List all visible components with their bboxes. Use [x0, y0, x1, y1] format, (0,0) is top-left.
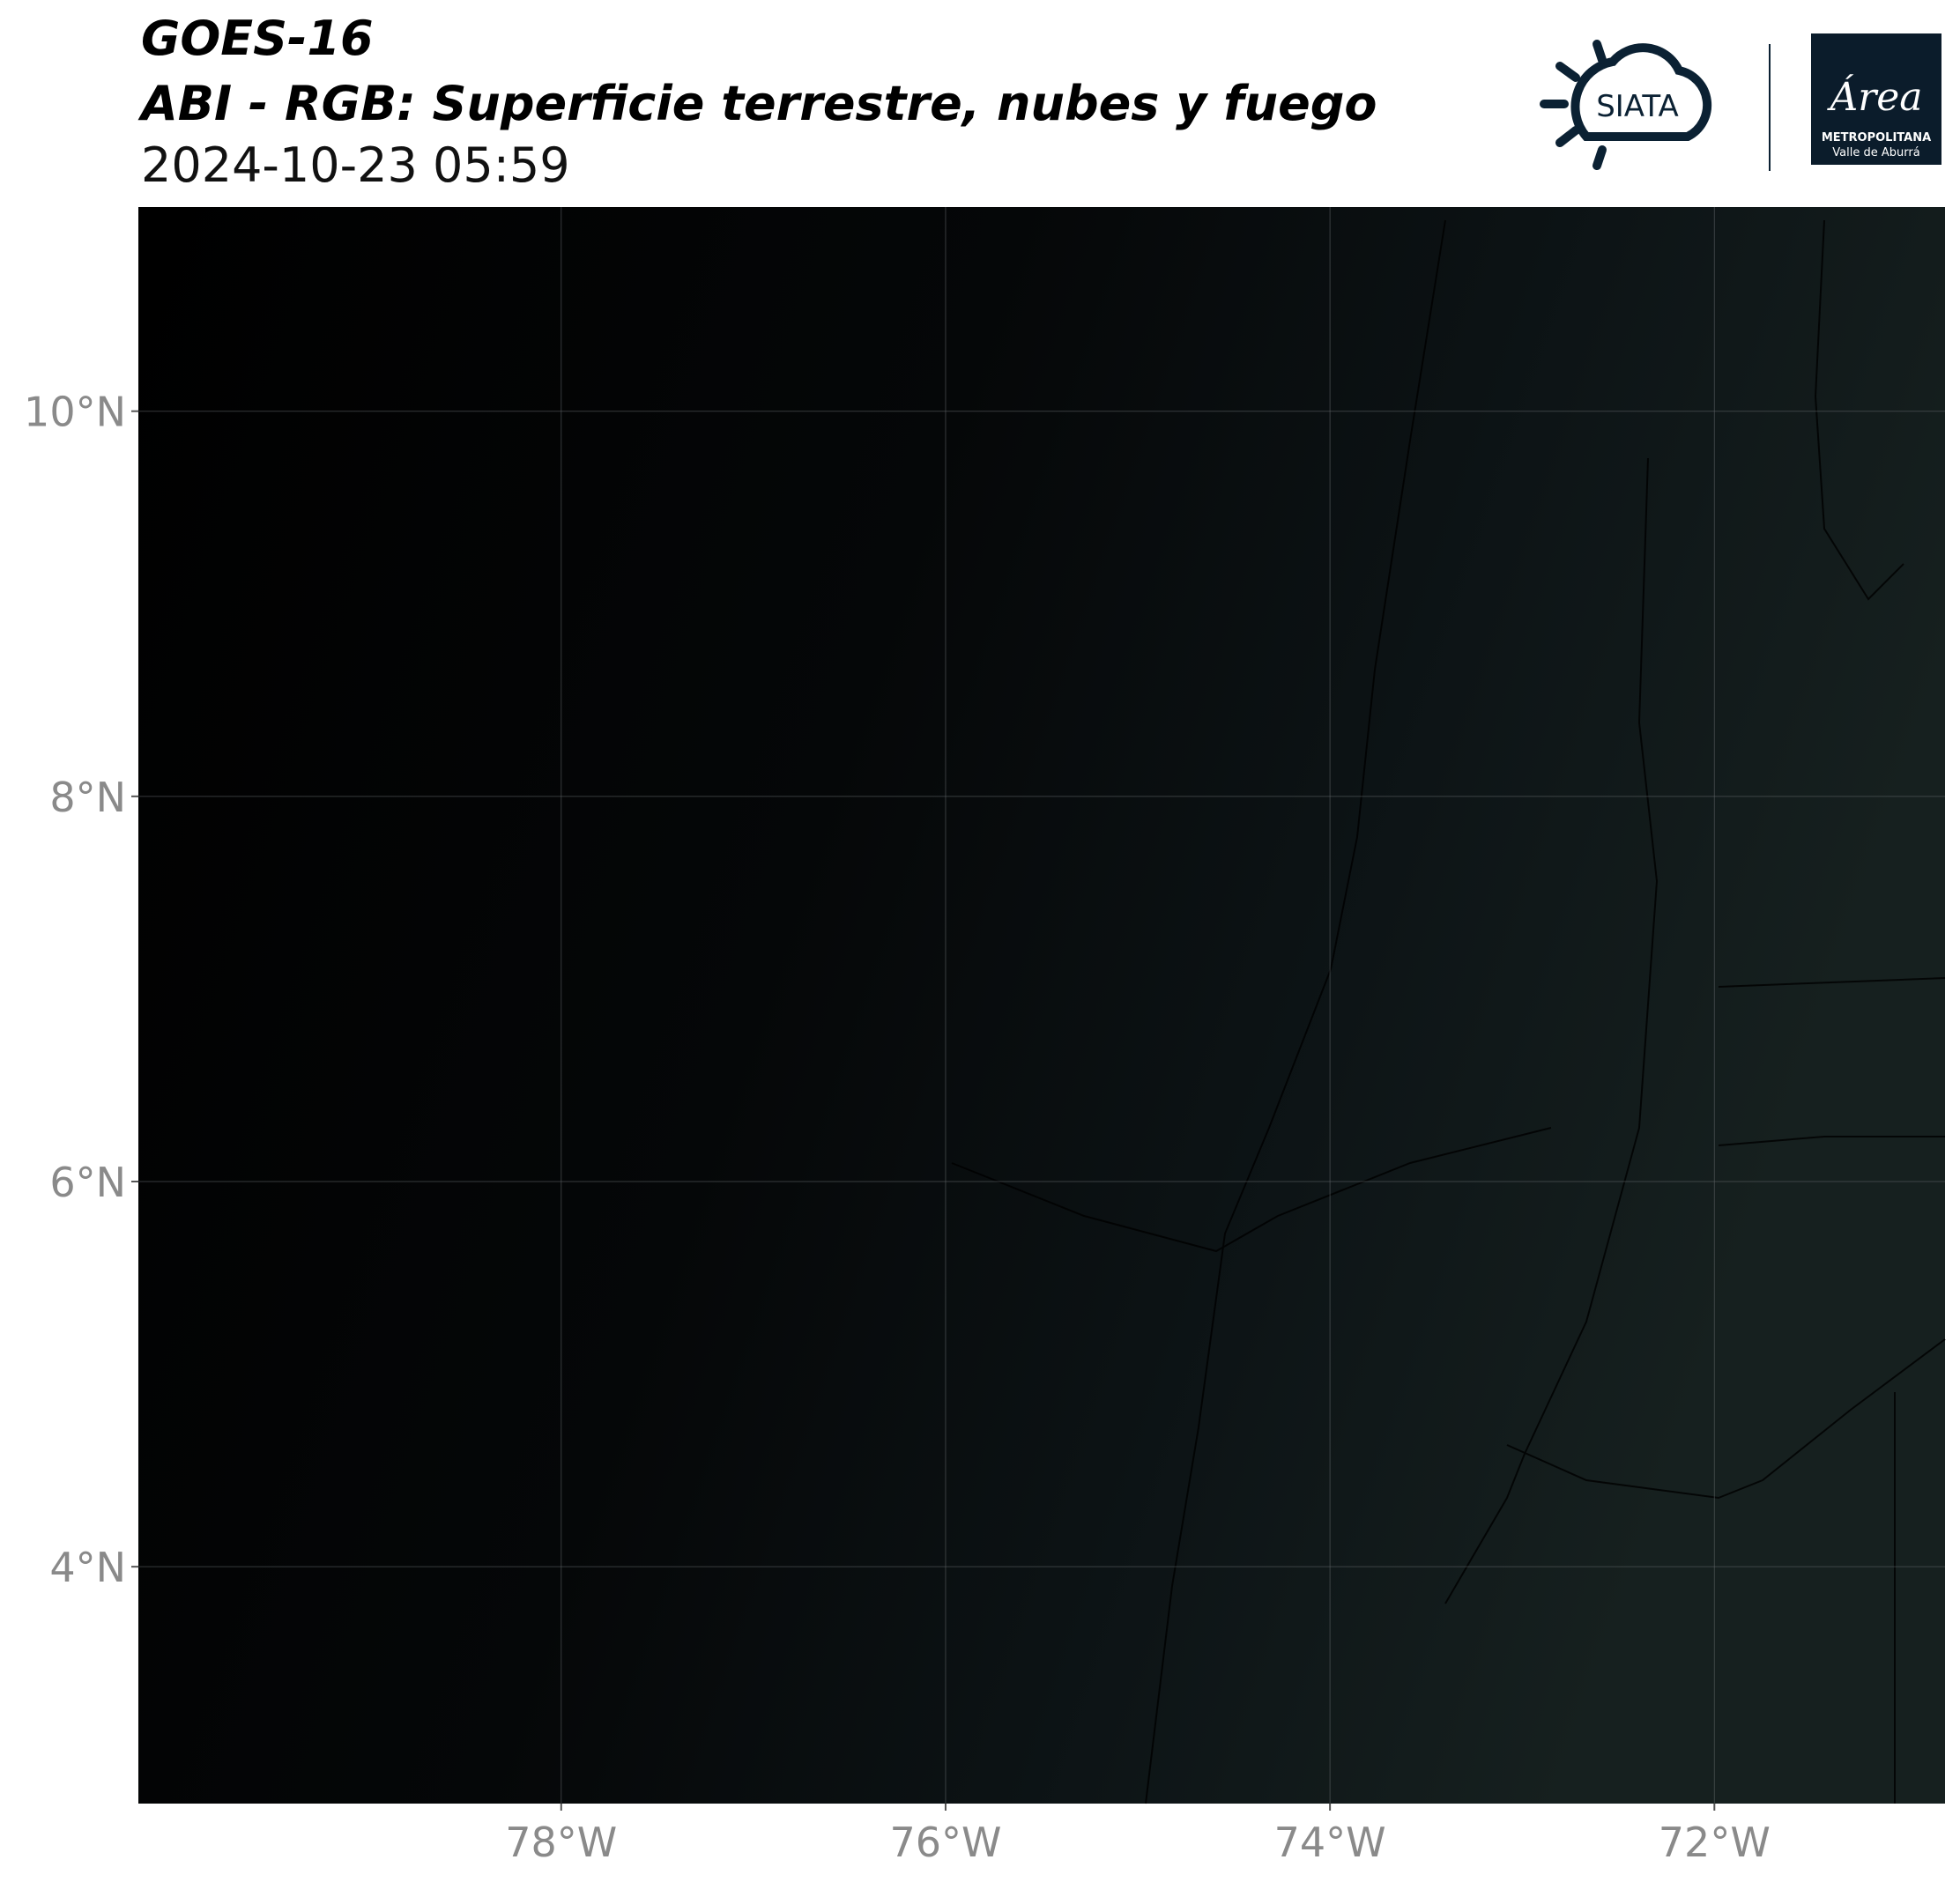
satellite-image	[138, 207, 1945, 1804]
datetime: 2024-10-23 05:59	[141, 137, 570, 193]
subtitle: ABI - RGB: Superficie terrestre, nubes y…	[137, 76, 1377, 131]
x-tick-label: 72°W	[1659, 1819, 1771, 1866]
area-text: Área	[1826, 73, 1922, 120]
axes: 78°W 76°W 74°W 72°W 4°N 6°N 8°N 10°N	[24, 207, 1945, 1866]
x-tick-label: 78°W	[505, 1819, 617, 1866]
y-tick-label: 8°N	[49, 774, 126, 821]
area-logo: Área METROPOLITANA Valle de Aburrá	[1811, 33, 1941, 165]
title: GOES-16	[141, 11, 374, 66]
y-tick-label: 6°N	[49, 1159, 126, 1206]
x-tick-label: 76°W	[889, 1819, 1001, 1866]
y-tick-label: 4°N	[49, 1544, 126, 1591]
area-line2: Valle de Aburrá	[1832, 146, 1919, 159]
borders	[951, 219, 1946, 1804]
siata-text: SIATA	[1596, 89, 1679, 124]
area-line1: METROPOLITANA	[1822, 131, 1931, 144]
siata-logo: SIATA	[1540, 40, 1712, 170]
y-tick-label: 10°N	[24, 389, 126, 436]
x-tick-label: 74°W	[1274, 1819, 1386, 1866]
